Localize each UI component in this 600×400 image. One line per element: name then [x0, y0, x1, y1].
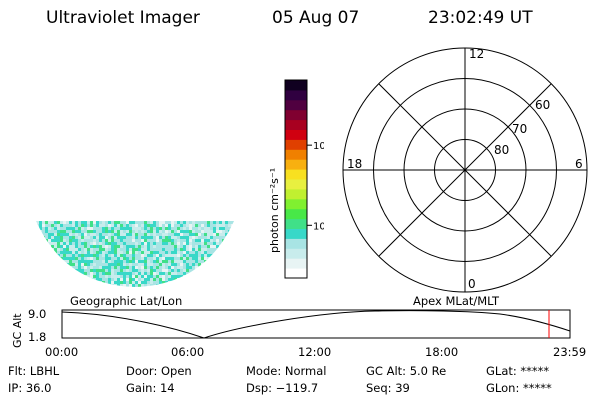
- altitude-axis-label: GC Alt: [11, 313, 24, 348]
- lat-label-60: 60: [535, 98, 550, 112]
- gc-alt-field: GC Alt: 5.0 Re: [366, 364, 447, 378]
- altitude-plot: GC Alt 9.0 1.8 00:00 06:00 12:00 18:00 2…: [11, 307, 586, 359]
- glon-field: GLon: *****: [486, 381, 552, 395]
- colorbar-segment: [285, 268, 307, 279]
- colorbar-segment: [285, 179, 307, 190]
- time-tick-1200: 12:00: [298, 345, 331, 359]
- colorbar-segment: [285, 119, 307, 130]
- polar-diagonal-2: [378, 83, 552, 257]
- altitude-tick-high: 9.0: [28, 307, 46, 321]
- geographic-image-texture: [36, 221, 234, 287]
- time-tick-1800: 18:00: [425, 345, 458, 359]
- colorbar-segment: [285, 228, 307, 239]
- time-tick-2359: 23:59: [553, 345, 586, 359]
- mlt-label-18: 18: [347, 157, 362, 171]
- mlt-label-0: 0: [468, 277, 476, 291]
- dsp-field: Dsp: −119.7: [246, 381, 319, 395]
- colorbar-frame: [284, 79, 308, 279]
- colorbar-segment: [285, 139, 307, 150]
- instrument-title: Ultraviolet Imager: [46, 8, 200, 28]
- colorbar-segment: [285, 248, 307, 259]
- filter-field: Flt: LBHL: [8, 364, 60, 378]
- altitude-tick-low: 1.8: [28, 330, 46, 344]
- time-tick-0600: 06:00: [171, 345, 204, 359]
- colorbar-segment: [285, 188, 307, 200]
- colorbar-segment: [285, 198, 307, 210]
- colorbar-segment: [285, 208, 307, 220]
- colorbar-segment: [285, 159, 307, 170]
- seq-field: Seq: 39: [366, 381, 410, 395]
- colorbar: photon cm⁻²s⁻¹ 100 10: [268, 79, 324, 279]
- colorbar-segment: [285, 129, 307, 140]
- colorbar-segment: [285, 149, 307, 160]
- date-label: 05 Aug 07: [272, 8, 360, 28]
- ip-field: IP: 36.0: [8, 381, 52, 395]
- colorbar-segment: [285, 109, 307, 121]
- colorbar-segment: [285, 169, 307, 180]
- colorbar-segment: [285, 80, 307, 91]
- polar-plot: 12 18 6 0 60 70 80: [342, 47, 588, 293]
- glat-field: GLat: *****: [486, 364, 550, 378]
- colorbar-segment: [285, 238, 307, 249]
- mode-field: Mode: Normal: [246, 364, 327, 378]
- time-tick-0000: 00:00: [45, 345, 78, 359]
- colorbar-segment: [285, 89, 307, 101]
- gain-field: Gain: 14: [126, 381, 175, 395]
- mlt-label-6: 6: [575, 157, 583, 171]
- door-field: Door: Open: [126, 364, 192, 378]
- geographic-image-panel: [36, 221, 234, 287]
- lat-label-80: 80: [494, 143, 509, 157]
- lat-label-70: 70: [512, 122, 527, 136]
- altitude-curve: [61, 310, 571, 339]
- colorbar-segment: [285, 218, 307, 229]
- altitude-plot-frame: [61, 309, 571, 339]
- colorbar-unit-label: photon cm⁻²s⁻¹: [268, 168, 281, 253]
- colorbar-tick-label: 100: [313, 141, 324, 152]
- colorbar-tick-label: 10: [313, 221, 324, 232]
- colorbar-segment: [285, 258, 307, 269]
- apex-caption: Apex MLat/MLT: [413, 294, 500, 308]
- geographic-caption: Geographic Lat/Lon: [70, 294, 183, 308]
- time-label: 23:02:49 UT: [428, 8, 533, 28]
- colorbar-segment: [285, 99, 307, 111]
- mlt-label-12: 12: [469, 47, 484, 61]
